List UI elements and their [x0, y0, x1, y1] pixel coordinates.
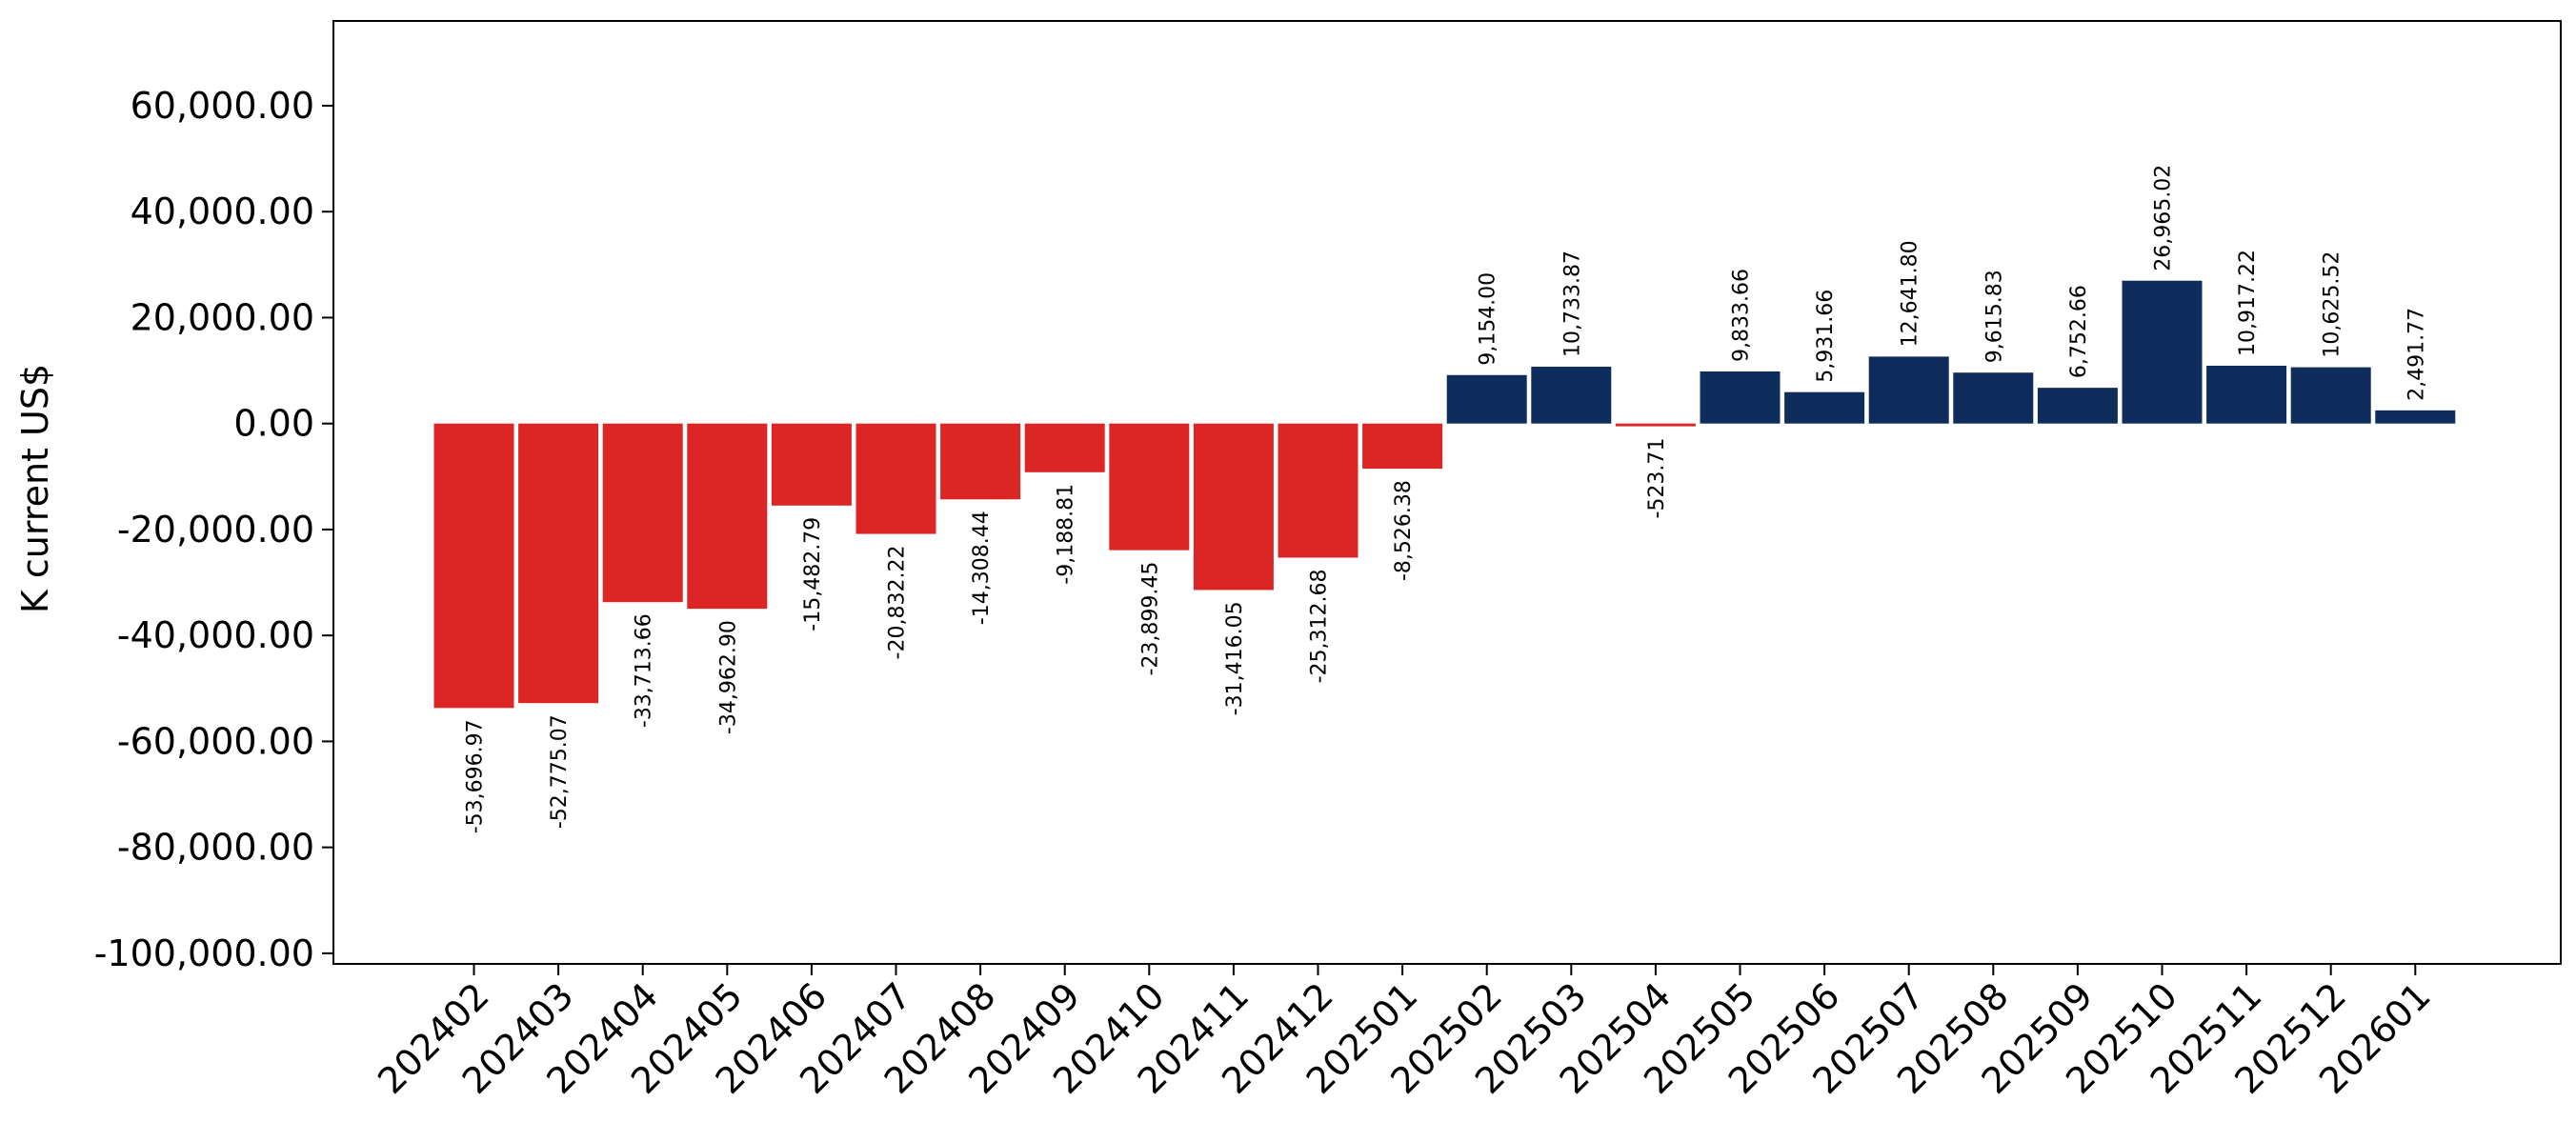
bar-202409	[1024, 423, 1105, 472]
bar-value-label: -20,832.22	[886, 546, 910, 660]
y-axis: -100,000.00 -80,000.00 -60,000.00 -40,000.0…	[94, 85, 333, 974]
bar-value-label: -31,416.05	[1223, 601, 1247, 715]
bars	[433, 280, 2456, 709]
bar-labels: -53,696.97 -52,775.07 -33,713.66 -34,962.90…	[464, 165, 2429, 834]
bar-value-label: -33,713.66	[633, 613, 656, 728]
bar-value-label: -23,899.45	[1138, 562, 1162, 676]
bar-202405	[687, 423, 768, 610]
bar-202504	[1615, 423, 1696, 427]
bar-value-label: 9,154.00	[1477, 272, 1500, 366]
bar-value-label: 9,615.83	[1982, 270, 2006, 363]
bar-202408	[940, 423, 1021, 500]
bar-value-label: 12,641.80	[1899, 240, 1922, 347]
bar-value-label: -15,482.79	[801, 517, 825, 631]
y-tick-label: 0.00	[233, 403, 314, 445]
bar-202502	[1446, 374, 1527, 424]
bar-202601	[2375, 410, 2456, 424]
y-axis-title: K current US$	[14, 364, 56, 613]
bar-202510	[2122, 280, 2203, 424]
bar-202403	[518, 423, 599, 704]
y-tick-label: 60,000.00	[131, 85, 314, 127]
bar-202412	[1278, 423, 1358, 558]
bar-value-label: -14,308.44	[970, 511, 994, 625]
y-tick-label: -20,000.00	[117, 509, 314, 551]
bar-202406	[771, 423, 852, 506]
y-tick-label: -100,000.00	[94, 932, 314, 974]
y-tick-label: -80,000.00	[117, 827, 314, 869]
bar-202507	[1868, 356, 1949, 424]
bar-202410	[1109, 423, 1190, 551]
plot-frame	[332, 20, 2562, 965]
bar-value-label: 26,965.02	[2152, 165, 2176, 271]
bar-value-label: -52,775.07	[548, 714, 572, 829]
bar-202511	[2206, 365, 2287, 424]
bar-202506	[1784, 391, 1865, 424]
bar-202501	[1362, 423, 1443, 470]
bar-202404	[602, 423, 683, 603]
y-tick-label: 20,000.00	[131, 296, 314, 338]
bar-value-label: 9,833.66	[1730, 269, 1754, 362]
bar-value-label: -34,962.90	[716, 620, 740, 734]
bar-202411	[1193, 423, 1274, 591]
bar-value-label: -9,188.81	[1055, 484, 1078, 585]
bar-202512	[2290, 367, 2371, 424]
bar-202407	[855, 423, 936, 534]
bar-value-label: 10,917.22	[2236, 250, 2260, 356]
bar-202503	[1531, 366, 1612, 424]
bar-202508	[1953, 372, 2034, 424]
bar-value-label: 10,733.87	[1560, 250, 1584, 357]
bar-202509	[2037, 388, 2118, 424]
bar-value-label: -8,526.38	[1392, 480, 1416, 581]
bar-value-label: 5,931.66	[1814, 290, 1838, 383]
y-tick-label: -40,000.00	[117, 614, 314, 656]
bar-value-label: -53,696.97	[464, 719, 488, 833]
bar-value-label: -523.71	[1645, 438, 1669, 519]
y-tick-label: -60,000.00	[117, 720, 314, 762]
bar-value-label: -25,312.68	[1308, 569, 1332, 683]
bar-value-label: 6,752.66	[2067, 285, 2091, 378]
bar-202402	[433, 423, 514, 709]
bar-value-label: 2,491.77	[2405, 308, 2428, 401]
y-tick-label: 40,000.00	[131, 190, 314, 232]
bar-202505	[1700, 371, 1781, 424]
bar-value-label: 10,625.52	[2321, 251, 2345, 358]
